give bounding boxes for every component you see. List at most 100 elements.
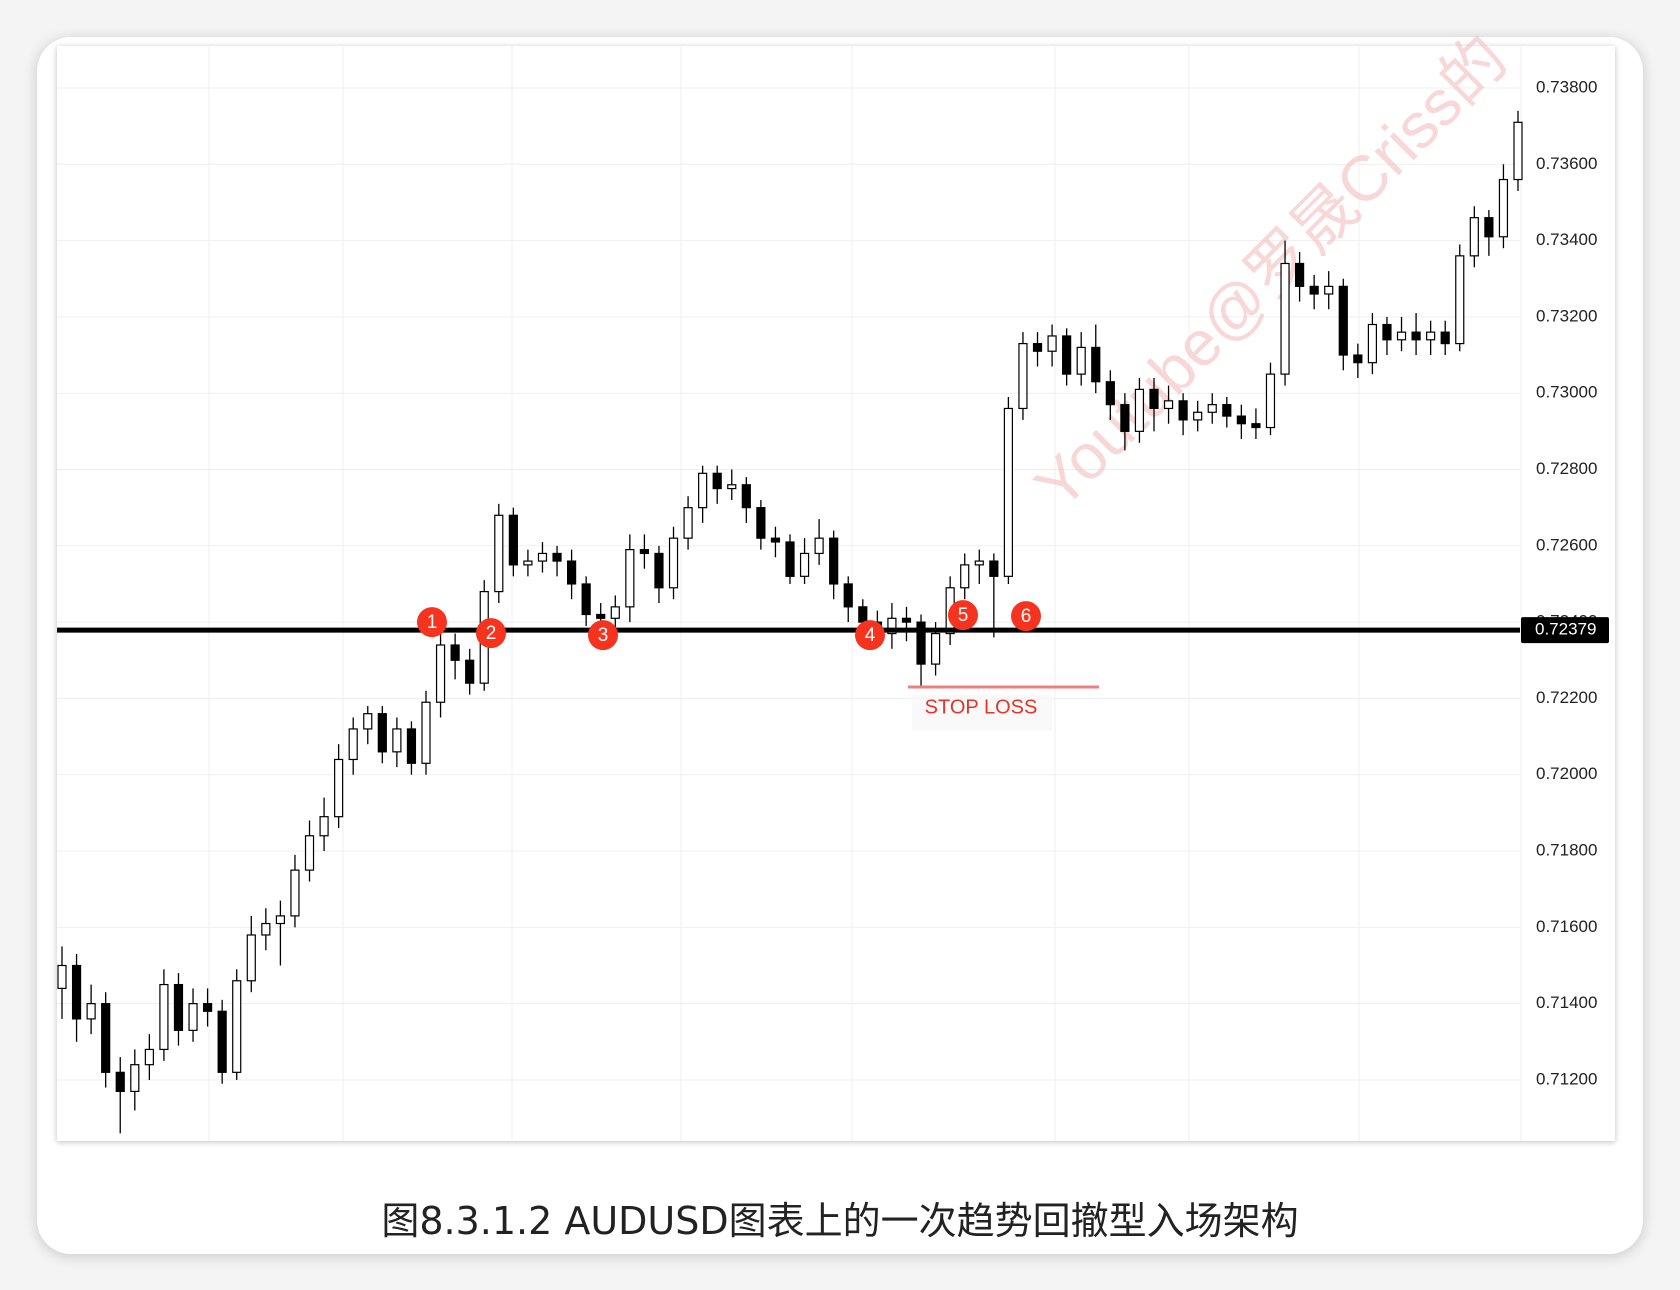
candle-body [71, 964, 82, 1020]
candle-body [159, 983, 169, 1051]
candle-body [1411, 331, 1421, 341]
candle-body [334, 758, 344, 818]
candle-body [960, 564, 970, 589]
candle-body [377, 713, 387, 753]
candle-body [465, 659, 475, 684]
candle-body [625, 549, 635, 608]
candle-body [1076, 346, 1086, 375]
candle-body [727, 484, 737, 490]
candle-body [1163, 400, 1174, 410]
candle-body [916, 621, 926, 665]
y-tick-label: 0.73800 [1536, 77, 1597, 96]
candle-body [799, 552, 810, 577]
candle-body [101, 1003, 111, 1073]
candle-body [930, 632, 941, 665]
candle-body [654, 552, 664, 589]
candle-body [261, 922, 271, 936]
price-label-box [1521, 617, 1609, 644]
candle-body [596, 613, 606, 619]
candle-body [989, 560, 999, 577]
candle-body [552, 552, 562, 562]
candle-body [188, 1003, 198, 1031]
marker-label: 2 [486, 623, 497, 644]
candle-body [86, 1003, 96, 1020]
candle-body [130, 1064, 140, 1093]
marker-label: 4 [865, 625, 876, 646]
y-tick-label: 0.72000 [1536, 764, 1597, 783]
plot-panel [57, 46, 1615, 1141]
candle-body [1003, 407, 1014, 577]
caption: 图8.3.1.2 AUDUSD图表上的一次趋势回撤型入场架构 [381, 1199, 1299, 1243]
candle-body [1455, 255, 1465, 345]
candle-body [639, 549, 650, 555]
candle-body [843, 583, 853, 608]
candle-body [1134, 388, 1145, 432]
candle-body [814, 537, 824, 555]
candle-body [363, 713, 373, 730]
candle-body [1396, 331, 1407, 341]
marker-label: 5 [958, 605, 969, 626]
candle-body [232, 980, 242, 1073]
y-tick-label: 0.71800 [1536, 841, 1597, 860]
candle-body [610, 606, 620, 619]
candle-body [829, 537, 839, 585]
y-tick-label: 0.73000 [1536, 383, 1597, 402]
candle-body [1149, 388, 1159, 410]
candle-body [1018, 342, 1028, 410]
candle-body [1367, 323, 1378, 364]
candle-body [1324, 285, 1334, 295]
candle-body [537, 552, 548, 562]
candle-body [421, 701, 431, 764]
y-tick-label: 0.73600 [1536, 154, 1597, 173]
candle-body [1265, 373, 1276, 429]
candle-body [668, 537, 679, 589]
y-tick-label: 0.73400 [1536, 230, 1597, 249]
candle-body [1382, 323, 1392, 341]
candle-body [741, 484, 751, 509]
candle-body [304, 835, 315, 871]
candle-body [290, 869, 300, 917]
candle-body [1469, 217, 1479, 257]
y-tick-label: 0.71200 [1536, 1069, 1597, 1088]
candle-body [1105, 381, 1115, 406]
candle-body [1294, 262, 1305, 287]
candle-body [246, 934, 256, 982]
candle-body [1353, 354, 1363, 364]
candle-body [1338, 285, 1348, 356]
candle-body [406, 728, 417, 764]
candle-body [1236, 415, 1246, 425]
marker [588, 620, 618, 651]
candle-body [508, 514, 518, 566]
candle-body [901, 617, 912, 623]
candle-body [698, 472, 708, 509]
candle-body [392, 728, 402, 753]
candle-body [770, 537, 781, 543]
candle-body [1032, 342, 1043, 352]
candle-body [1047, 335, 1057, 352]
candle-body [144, 1048, 154, 1066]
marker [417, 607, 447, 638]
candle-body [275, 915, 285, 925]
candle-body [523, 560, 533, 566]
candle-body [494, 514, 504, 593]
price-label: 0.72379 [1535, 620, 1596, 639]
candle-body [1484, 217, 1494, 238]
marker [476, 618, 506, 649]
candle-body [1207, 404, 1217, 413]
marker-label: 1 [427, 612, 438, 633]
candle-body [581, 583, 591, 616]
candle-body [450, 644, 460, 661]
marker [855, 620, 885, 651]
candle-body [217, 1010, 227, 1073]
candle-body [1222, 404, 1232, 417]
candle-body [1062, 335, 1072, 375]
candle-body [435, 644, 446, 703]
candle-body [566, 560, 577, 585]
stop-loss-label: STOP LOSS [925, 696, 1038, 718]
candle-body [974, 560, 984, 566]
candle-body [683, 507, 693, 539]
candle-body [1426, 331, 1436, 341]
candle-body [1309, 285, 1319, 295]
marker [1011, 601, 1041, 632]
